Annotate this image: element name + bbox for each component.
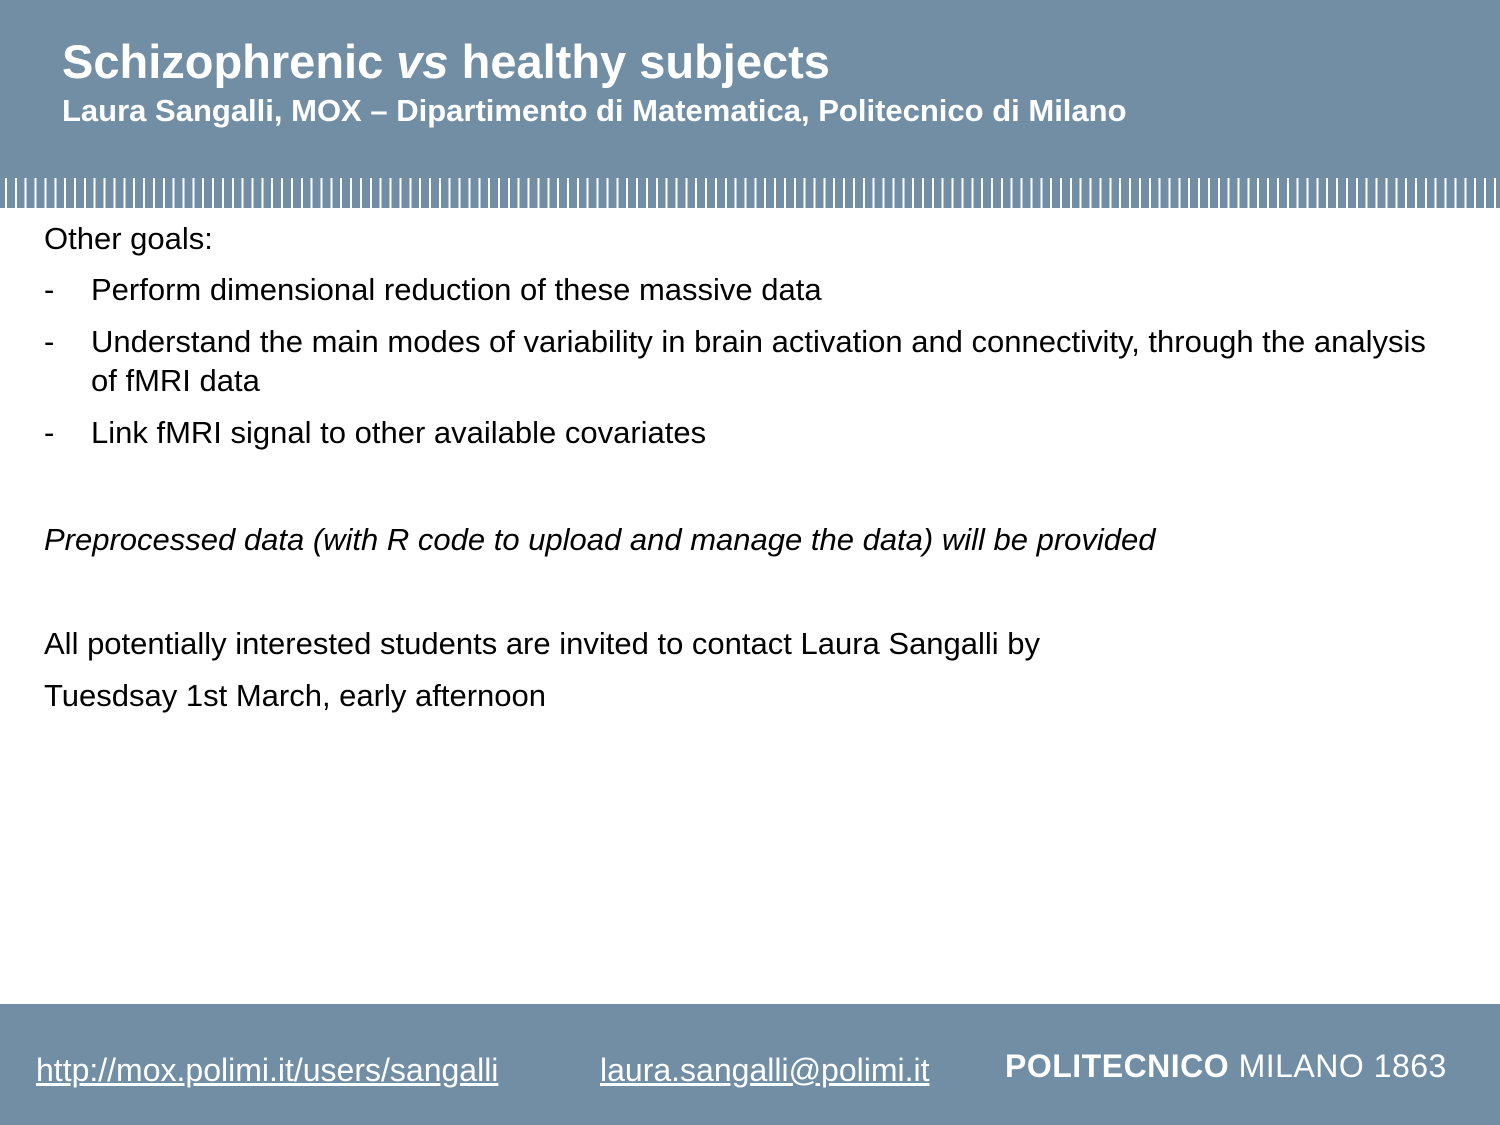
contact-invitation-line: All potentially interested students are …	[44, 626, 1041, 661]
goal-item: - Link fMRI signal to other available co…	[44, 413, 1444, 452]
logo-text-rest: MILANO 1863	[1229, 1048, 1447, 1084]
goals-list: - Perform dimensional reduction of these…	[44, 270, 1444, 465]
title-part1: Schizophrenic	[62, 35, 397, 88]
website-link[interactable]: http://mox.polimi.it/users/sangalli	[36, 1052, 499, 1088]
provided-data-note: Preprocessed data (with R code to upload…	[44, 522, 1156, 557]
goal-item: - Perform dimensional reduction of these…	[44, 270, 1444, 309]
goal-item: - Understand the main modes of variabili…	[44, 322, 1444, 400]
slide-title: Schizophrenic vs healthy subjects	[62, 34, 830, 90]
politecnico-logo: POLITECNICO MILANO 1863	[1005, 1046, 1447, 1086]
goal-text: Understand the main modes of variability…	[91, 324, 1426, 398]
goal-text: Link fMRI signal to other available cova…	[91, 415, 707, 450]
logo-text-bold: POLITECNICO	[1005, 1048, 1230, 1084]
goals-heading: Other goals:	[44, 221, 213, 256]
email-link[interactable]: laura.sangalli@polimi.it	[600, 1052, 930, 1088]
footer-bar: http://mox.polimi.it/users/sangalli laur…	[0, 1004, 1500, 1125]
title-part2: healthy subjects	[448, 35, 830, 88]
contact-deadline-line: Tuesdsay 1st March, early afternoon	[44, 678, 546, 713]
slide-subtitle: Laura Sangalli, MOX – Dipartimento di Ma…	[62, 93, 1127, 128]
bullet-dash: -	[44, 415, 55, 450]
goal-text: Perform dimensional reduction of these m…	[91, 272, 822, 307]
bullet-dash: -	[44, 324, 55, 359]
bullet-dash: -	[44, 272, 55, 307]
header-bar: Schizophrenic vs healthy subjects Laura …	[0, 0, 1500, 178]
title-italic-vs: vs	[396, 35, 449, 88]
decorative-tick-ruler	[0, 178, 1500, 208]
